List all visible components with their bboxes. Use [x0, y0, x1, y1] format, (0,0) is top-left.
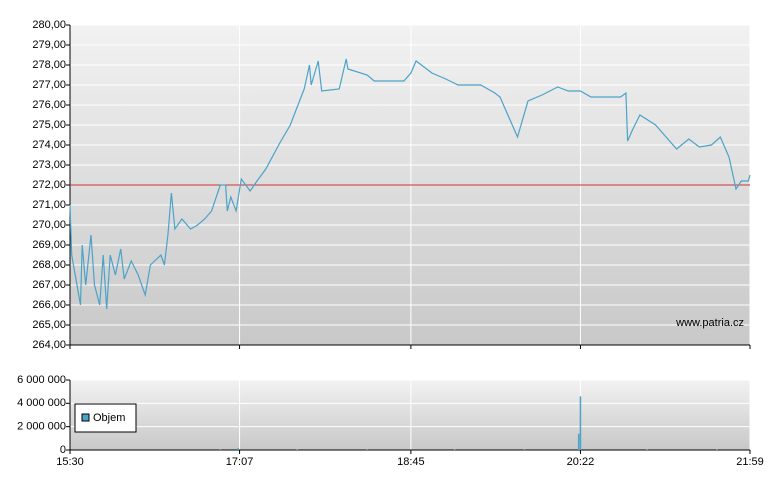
y-tick-label: 268,00 [32, 259, 66, 271]
watermark: www.patria.cz [675, 317, 744, 329]
volume-bar [716, 449, 718, 450]
legend-swatch [82, 414, 89, 421]
y-tick-label: 278,00 [32, 59, 66, 71]
legend: Objem [75, 404, 136, 432]
volume-bar [237, 448, 239, 450]
volume-bar [366, 449, 368, 450]
x-tick-label: 21:59 [736, 456, 764, 468]
volume-bar [580, 396, 582, 450]
y-tick-label: 0 [60, 444, 66, 456]
x-tick-label: 15:30 [56, 456, 84, 468]
y-tick-label: 276,00 [32, 99, 66, 111]
y-tick-label: 274,00 [32, 139, 66, 151]
volume-bar [646, 449, 648, 450]
y-tick-label: 269,00 [32, 239, 66, 251]
y-tick-label: 264,00 [32, 339, 66, 351]
y-tick-label: 265,00 [32, 319, 66, 331]
volume-bar [524, 449, 526, 450]
plot-background [70, 380, 750, 450]
y-tick-label: 279,00 [32, 39, 66, 51]
y-tick-label: 270,00 [32, 219, 66, 231]
y-tick-label: 267,00 [32, 279, 66, 291]
y-tick-label: 272,00 [32, 179, 66, 191]
y-tick-label: 271,00 [32, 199, 66, 211]
y-tick-label: 4 000 000 [17, 397, 66, 409]
y-tick-label: 277,00 [32, 79, 66, 91]
volume-bar [296, 449, 298, 450]
x-tick-label: 18:45 [397, 456, 425, 468]
y-tick-label: 6 000 000 [17, 374, 66, 386]
x-tick-label: 20:22 [567, 456, 595, 468]
y-tick-label: 275,00 [32, 119, 66, 131]
y-tick-label: 280,00 [32, 19, 66, 31]
volume-bar [578, 434, 580, 450]
x-tick-label: 17:07 [226, 456, 254, 468]
y-tick-label: 273,00 [32, 159, 66, 171]
volume-bar [220, 449, 222, 450]
y-tick-label: 266,00 [32, 299, 66, 311]
y-tick-label: 2 000 000 [17, 421, 66, 433]
legend-label: Objem [93, 412, 125, 424]
